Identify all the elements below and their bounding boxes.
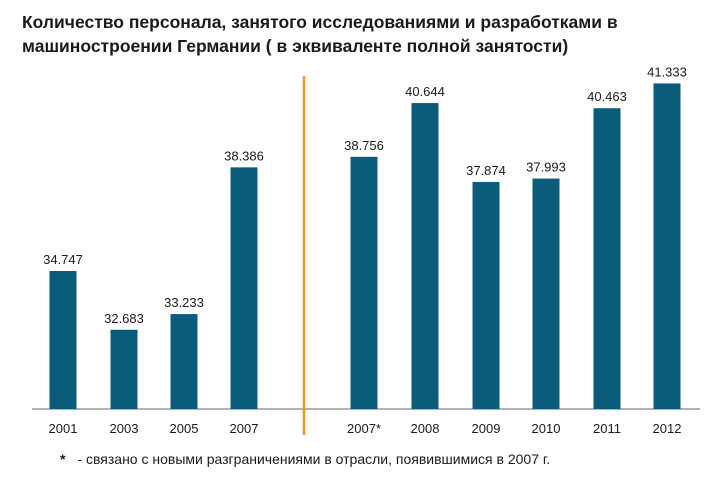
bar-2010 xyxy=(532,178,560,409)
category-label-2009: 2009 xyxy=(472,421,501,436)
category-label-2008: 2008 xyxy=(411,421,440,436)
value-label-2010: 37.993 xyxy=(526,160,566,175)
bar-2007* xyxy=(350,156,378,409)
bar-2003 xyxy=(110,329,138,409)
value-label-2005: 33.233 xyxy=(164,295,204,310)
value-label-2011: 40.463 xyxy=(587,89,627,104)
category-label-2010: 2010 xyxy=(532,421,561,436)
value-label-2003: 32.683 xyxy=(104,311,144,326)
footnote-text: - связано с новыми разграничениями в отр… xyxy=(77,451,551,467)
value-label-2007*: 38.756 xyxy=(344,138,384,153)
bar-2009 xyxy=(472,181,500,409)
bar-2007 xyxy=(230,167,258,409)
value-label-2008: 40.644 xyxy=(405,84,445,99)
chart-title-line-1: Количество персонала, занятого исследова… xyxy=(22,12,618,32)
value-label-2007: 38.386 xyxy=(224,148,264,163)
value-label-2001: 34.747 xyxy=(43,252,83,267)
category-label-2007: 2007 xyxy=(230,421,259,436)
category-label-2001: 2001 xyxy=(49,421,78,436)
category-label-2011: 2011 xyxy=(593,421,621,436)
chart-title-line-2: машиностроении Германии ( в эквиваленте … xyxy=(22,36,569,56)
value-label-2009: 37.874 xyxy=(466,163,506,178)
chart-title: Количество персонала, занятого исследова… xyxy=(22,10,702,58)
bar-2012 xyxy=(653,83,681,410)
category-label-2005: 2005 xyxy=(170,421,199,436)
category-label-2007*: 2007* xyxy=(347,421,381,436)
footnote: * - связано с новыми разграничениями в от… xyxy=(60,451,550,467)
footnote-marker: * xyxy=(60,451,66,467)
bar-2001 xyxy=(49,270,77,409)
category-label-2003: 2003 xyxy=(110,421,139,436)
bar-2008 xyxy=(411,103,439,409)
category-label-2012: 2012 xyxy=(653,421,682,436)
bar-2005 xyxy=(170,314,198,409)
value-label-2012: 41.333 xyxy=(647,64,687,79)
bar-2011 xyxy=(593,108,621,409)
